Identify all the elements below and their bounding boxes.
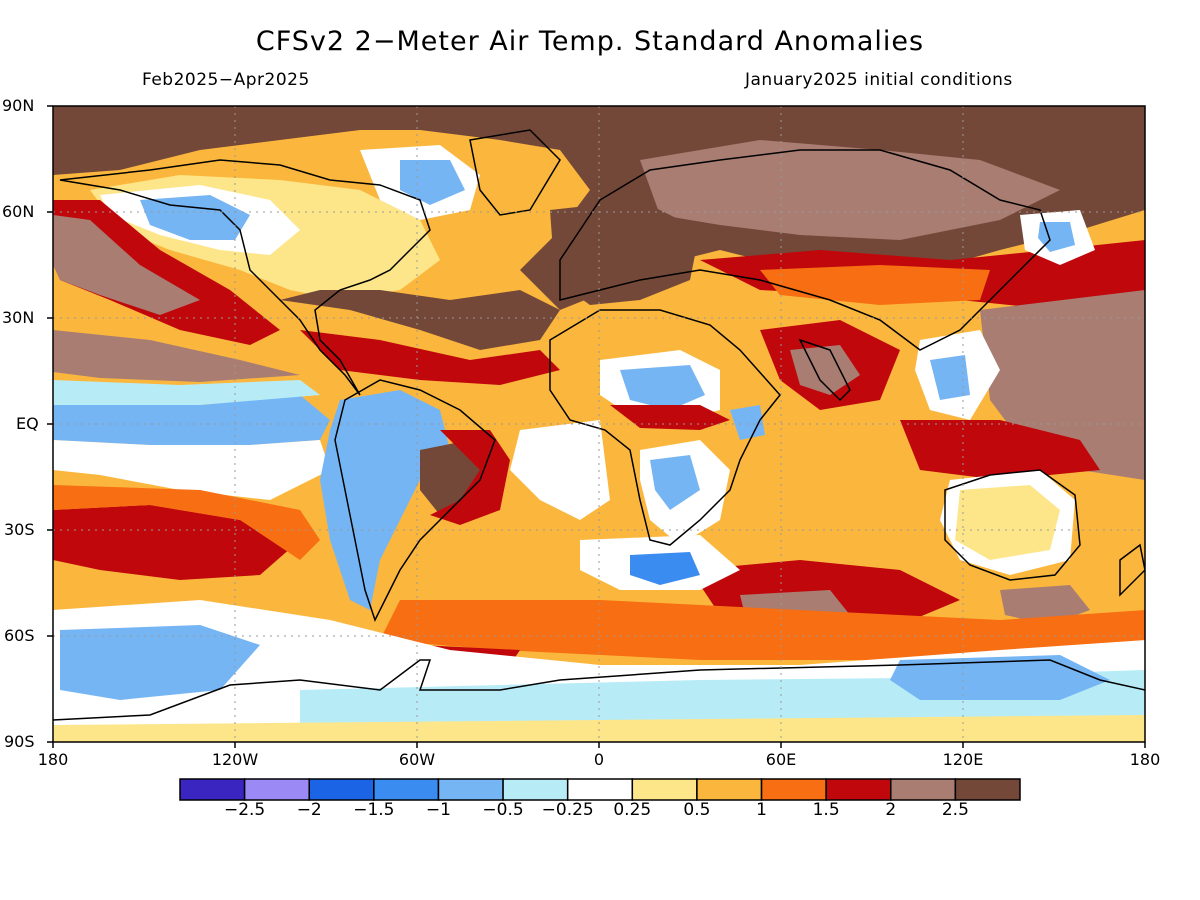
south-america-blue (320, 390, 450, 610)
axis-ticks (47, 105, 1146, 748)
lat-label-30n: 30N (2, 308, 35, 327)
colorbar-swatch (437, 778, 504, 801)
tropical-pacific-blue (53, 395, 330, 445)
north-america-blue (140, 195, 250, 240)
south-africa-blue (650, 455, 700, 510)
colorbar-label: −2 (296, 800, 322, 820)
forecast-period: Feb2025−Apr2025 (142, 70, 310, 90)
tropical-pacific-white (53, 440, 330, 500)
colorbar-swatch (566, 778, 634, 801)
lat-label-30s: 30S (4, 520, 35, 539)
lat-label-60s: 60S (4, 626, 35, 645)
colorbar-label: 2.5 (941, 800, 969, 820)
north-pacific-pink (53, 215, 200, 315)
colorbar-swatch (502, 778, 569, 801)
west-europe-brown (550, 200, 700, 305)
coast-greenland (469, 129, 561, 216)
colorbar-label: −2.5 (223, 800, 266, 820)
south-atlantic-blue (630, 552, 700, 585)
colorbar-swatch (179, 778, 246, 801)
australia-yellow (955, 485, 1060, 560)
gulf-brown (280, 290, 560, 350)
colorbar-swatch (696, 778, 763, 801)
sahel-blue (620, 365, 705, 410)
colorbar-swatch (760, 778, 827, 801)
subtropic-atlantic-red (300, 330, 560, 385)
south-pacific-orange (53, 485, 320, 560)
colorbar-label: 0.5 (683, 800, 711, 820)
colorbar-label: −1.5 (353, 800, 395, 820)
colorbar-label: −0.25 (541, 800, 594, 820)
coast-new-zealand (1119, 543, 1145, 597)
east-pacific-pink (53, 330, 300, 382)
coast-south-america (334, 379, 496, 622)
colorbar-swatch (825, 778, 892, 801)
lon-label-180w: 180 (37, 750, 69, 769)
lat-label-90n: 90N (2, 96, 35, 115)
colorbar-label: −0.5 (482, 800, 524, 820)
lon-label-180e: 180 (1129, 750, 1161, 769)
hudson-blue (400, 160, 465, 205)
lon-label-60e: 60E (765, 750, 797, 769)
lon-label-120e: 120E (942, 750, 984, 769)
colorbar-label: −1 (425, 800, 451, 820)
lat-label-60n: 60N (2, 202, 35, 221)
atlantic-white (510, 420, 610, 520)
lat-label-eq: EQ (16, 414, 39, 433)
antarctic-yellow-strip (53, 715, 1145, 742)
lon-label-60w: 60W (398, 750, 436, 769)
anomaly-field (53, 106, 1145, 742)
graticule (53, 106, 1145, 742)
india-pink (790, 345, 860, 395)
russia-pink (640, 140, 1060, 240)
coast-north-america (59, 159, 431, 396)
colorbar-label: 2 (885, 800, 897, 820)
coast-india (798, 338, 851, 402)
tasman-pink (1000, 585, 1090, 625)
lon-label-120w: 120W (211, 750, 259, 769)
map-title: CFSv2 2−Meter Air Temp. Standard Anomali… (255, 26, 925, 57)
colorbar-swatch (308, 778, 375, 801)
colorbar-label: 1 (756, 800, 767, 820)
africa-red-band (610, 405, 730, 430)
east-asia-orange (760, 265, 990, 305)
south-pacific-red (53, 505, 300, 580)
indonesia-red (900, 420, 1100, 480)
colorbar-swatch (243, 778, 310, 801)
east-africa-blue (730, 405, 765, 440)
coast-eurasia (559, 149, 1051, 351)
colorbar (179, 778, 1021, 801)
north-pacific-red (53, 200, 280, 345)
antarctic-blue-east (890, 655, 1110, 700)
antarctic-blue-west (60, 625, 260, 700)
lon-label-0: 0 (593, 750, 605, 769)
south-ocean-orange (380, 600, 1145, 660)
colorbar-swatch (890, 778, 957, 801)
se-asia-blue (930, 355, 970, 400)
coast-australia (944, 469, 1081, 581)
tropical-pacific-lightblue (53, 380, 320, 405)
lat-label-90s: 90S (4, 732, 35, 751)
colorbar-label: 1.5 (812, 800, 840, 820)
initial-conditions: January2025 initial conditions (745, 70, 1013, 90)
colorbar-swatch (631, 778, 698, 801)
colorbar-swatch (954, 778, 1021, 801)
coast-antarctica (53, 659, 1145, 721)
colorbar-swatch (373, 778, 440, 801)
colorbar-label: 0.25 (613, 800, 652, 820)
